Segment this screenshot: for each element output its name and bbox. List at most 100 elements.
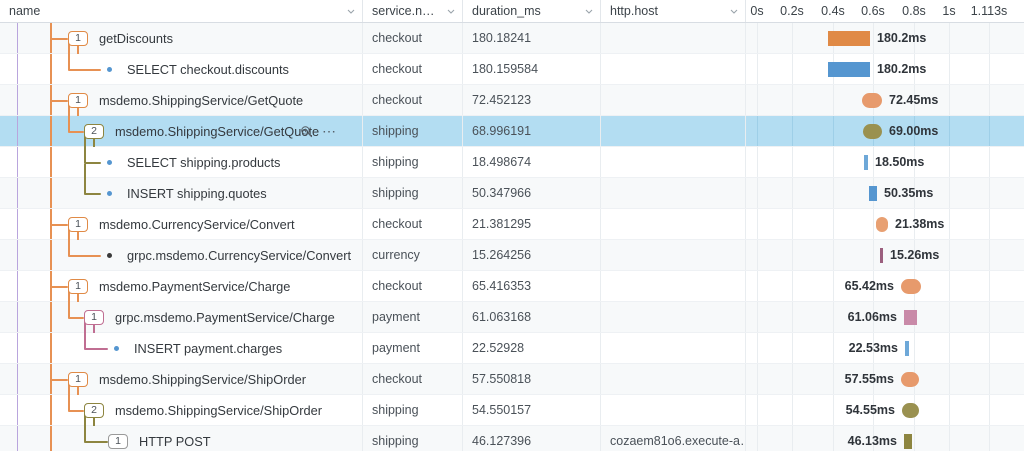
chevron-down-icon[interactable] xyxy=(729,6,739,16)
timeline-gridline xyxy=(873,23,874,53)
zoom-in-icon[interactable] xyxy=(300,125,313,138)
timeline-span-bar[interactable] xyxy=(828,62,870,77)
table-row[interactable]: INSERT shipping.quotes shipping 50.347966 5… xyxy=(0,164,1024,209)
cell-timeline: 72.45ms xyxy=(746,85,1024,115)
span-count-badge[interactable]: 1 xyxy=(68,93,88,108)
timeline-span-bar[interactable] xyxy=(862,93,882,108)
table-row[interactable]: INSERT payment.charges payment 22.52928 22.… xyxy=(0,319,1024,364)
timeline-gridline xyxy=(757,364,758,394)
table-row[interactable]: 1 msdemo.PaymentService/Charge checkout 65.… xyxy=(0,271,1024,305)
span-name-label: grpc.msdemo.PaymentService/Charge xyxy=(115,309,335,325)
tree-trunk-line-root xyxy=(17,54,18,84)
table-row[interactable]: SELECT shipping.products shipping 18.49867… xyxy=(0,133,1024,178)
timeline-duration-label: 61.06ms xyxy=(847,310,897,324)
timeline-gridline xyxy=(989,116,990,146)
timeline-span-bar[interactable] xyxy=(904,434,912,449)
timeline-duration-label: 50.35ms xyxy=(884,186,934,200)
span-count-badge[interactable]: 1 xyxy=(108,434,128,449)
span-count-badge[interactable]: 2 xyxy=(84,124,104,139)
table-row[interactable]: 2 msdemo.ShippingService/GetQuote ⋯ shippin… xyxy=(0,102,1024,150)
cell-service-name: payment xyxy=(363,302,463,332)
tree-trunk-line-service xyxy=(50,116,52,146)
timeline-gridline xyxy=(833,395,834,425)
timeline-gridline xyxy=(757,302,758,332)
table-row[interactable]: 1 grpc.msdemo.PaymentService/Charge paymen… xyxy=(0,288,1024,336)
timeline-gridline xyxy=(949,85,950,115)
table-row[interactable]: 1 msdemo.CurrencyService/Convert checkout 2… xyxy=(0,209,1024,243)
tree-trunk-line-root xyxy=(17,23,18,53)
column-header-name[interactable]: name xyxy=(0,0,363,22)
cell-http-host xyxy=(601,302,746,332)
timeline-span-bar[interactable] xyxy=(863,124,882,139)
timeline-span-bar[interactable] xyxy=(864,155,868,170)
span-count-badge[interactable]: 1 xyxy=(68,279,88,294)
span-count-badge[interactable]: 1 xyxy=(68,372,88,387)
timeline-tick-label: 0.4s xyxy=(821,4,845,18)
timeline-span-bar[interactable] xyxy=(876,217,888,232)
timeline-gridline xyxy=(949,333,950,363)
column-header-http-host[interactable]: http.host xyxy=(601,0,746,22)
table-row[interactable]: 2 msdemo.ShippingService/ShipOrder shippin… xyxy=(0,381,1024,429)
timeline-gridline xyxy=(873,426,874,451)
timeline-span-bar[interactable] xyxy=(901,279,921,294)
timeline-gridline xyxy=(833,240,834,270)
tree-connector-horizontal xyxy=(68,69,101,71)
tree-connector-child-stem xyxy=(93,324,95,336)
table-row[interactable]: 1 HTTP POST shipping 46.127396 cozaem81o6.ex… xyxy=(0,412,1024,451)
tree-connector-horizontal xyxy=(50,379,68,381)
column-header-service-label: service.n… xyxy=(372,4,435,18)
tree-connector-child-stem xyxy=(93,138,95,150)
span-count-badge[interactable]: 1 xyxy=(68,31,88,46)
timeline-gridline xyxy=(949,426,950,451)
timeline-gridline xyxy=(757,209,758,239)
cell-service-name: currency xyxy=(363,240,463,270)
cell-service-name: checkout xyxy=(363,23,463,53)
timeline-span-bar[interactable] xyxy=(901,372,919,387)
chevron-down-icon[interactable] xyxy=(346,6,356,16)
trace-row-list[interactable]: 1 getDiscounts checkout 180.18241 180.2ms SEL… xyxy=(0,23,1024,451)
timeline-gridline xyxy=(792,333,793,363)
timeline-duration-label: 65.42ms xyxy=(844,279,894,293)
more-options-icon[interactable]: ⋯ xyxy=(322,123,337,139)
span-name-label: HTTP POST xyxy=(139,433,211,449)
tree-connector-horizontal xyxy=(84,193,101,195)
timeline-gridline xyxy=(989,302,990,332)
column-header-duration[interactable]: duration_ms xyxy=(463,0,601,22)
timeline-gridline xyxy=(792,54,793,84)
table-row[interactable]: 1 msdemo.ShippingService/ShipOrder checkou… xyxy=(0,364,1024,398)
cell-duration-ms: 180.159584 xyxy=(463,54,601,84)
timeline-gridline xyxy=(873,364,874,394)
tree-trunk-line-root xyxy=(17,209,18,239)
timeline-gridline xyxy=(833,147,834,177)
timeline-span-bar[interactable] xyxy=(869,186,877,201)
timeline-duration-label: 22.53ms xyxy=(848,341,898,355)
table-row[interactable]: 1 getDiscounts checkout 180.18241 180.2ms xyxy=(0,23,1024,57)
timeline-gridline xyxy=(949,147,950,177)
span-count-badge[interactable]: 2 xyxy=(84,403,104,418)
cell-timeline: 57.55ms xyxy=(746,364,1024,394)
column-header-service[interactable]: service.n… xyxy=(363,0,463,22)
timeline-span-bar[interactable] xyxy=(905,341,909,356)
cell-timeline: 61.06ms xyxy=(746,302,1024,332)
timeline-span-bar[interactable] xyxy=(880,248,883,263)
table-row[interactable]: 1 msdemo.ShippingService/GetQuote checkout… xyxy=(0,85,1024,119)
timeline-span-bar[interactable] xyxy=(904,310,917,325)
span-count-badge[interactable]: 1 xyxy=(84,310,104,325)
timeline-span-bar[interactable] xyxy=(828,31,870,46)
cell-timeline: 15.26ms xyxy=(746,240,1024,270)
cell-name: INSERT payment.charges xyxy=(0,319,363,363)
span-count-badge[interactable]: 1 xyxy=(68,217,88,232)
table-row[interactable]: SELECT checkout.discounts checkout 180.159… xyxy=(0,40,1024,85)
timeline-gridline xyxy=(873,54,874,84)
chevron-down-icon[interactable] xyxy=(446,6,456,16)
table-row[interactable]: grpc.msdemo.CurrencyService/Convert curre… xyxy=(0,226,1024,271)
cell-name: SELECT checkout.discounts xyxy=(0,40,363,84)
tree-connector-child-stem xyxy=(93,417,95,429)
chevron-down-icon[interactable] xyxy=(584,6,594,16)
timeline-gridline xyxy=(914,23,915,53)
timeline-gridline xyxy=(949,54,950,84)
timeline-span-bar[interactable] xyxy=(902,403,919,418)
cell-name: 1 grpc.msdemo.PaymentService/Charge xyxy=(0,288,363,336)
timeline-gridline xyxy=(833,116,834,146)
timeline-gridline xyxy=(914,209,915,239)
